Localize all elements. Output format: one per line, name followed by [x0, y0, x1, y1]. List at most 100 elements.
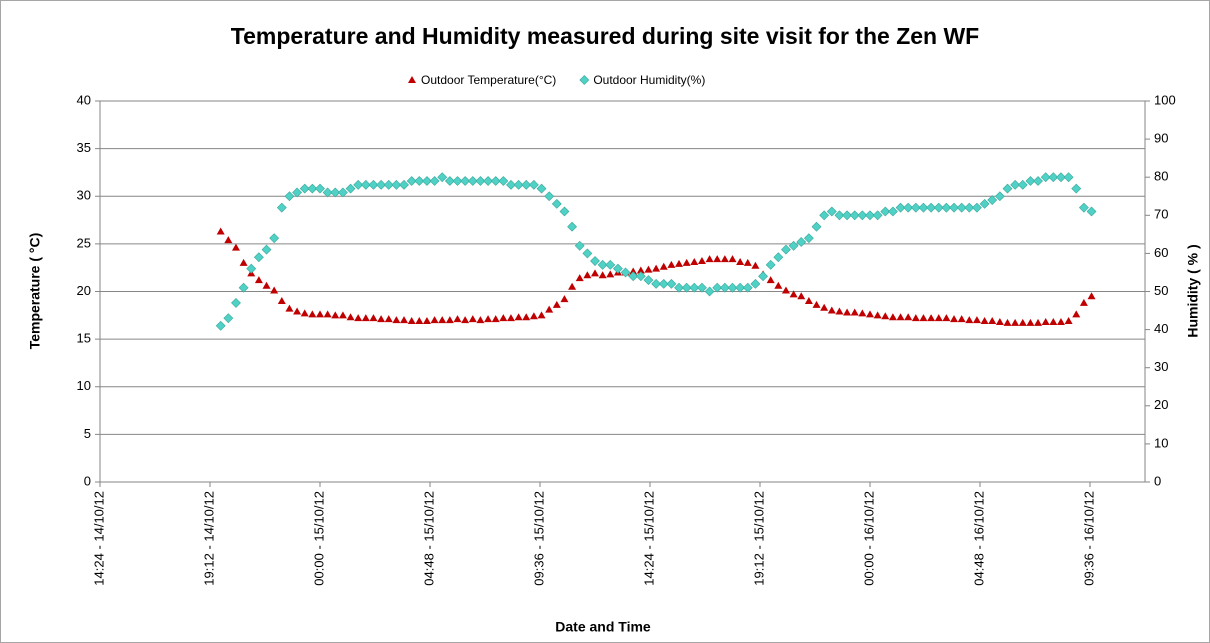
data-point	[1010, 179, 1021, 190]
data-point	[429, 176, 440, 186]
data-point	[407, 317, 416, 325]
data-point	[713, 255, 722, 263]
data-point	[719, 282, 730, 293]
data-point	[284, 191, 295, 202]
data-point	[887, 206, 898, 217]
data-point	[1049, 317, 1058, 325]
y-axis-title: Temperature ( °C)	[27, 233, 43, 350]
data-point	[942, 314, 951, 322]
data-point	[483, 176, 493, 186]
data-point	[934, 314, 943, 322]
data-point	[1017, 179, 1028, 190]
data-point	[437, 172, 448, 183]
y2-tick-label: 20	[1154, 397, 1168, 412]
data-point	[246, 263, 257, 274]
data-point	[490, 176, 501, 186]
data-point	[383, 179, 394, 190]
y-tick-label: 30	[77, 188, 91, 203]
data-point	[414, 176, 425, 186]
data-point	[866, 310, 874, 318]
data-point	[276, 202, 287, 213]
x-axis-title: Date and Time	[555, 619, 651, 635]
data-point	[736, 257, 745, 265]
data-point	[590, 256, 600, 266]
y-tick-label: 10	[77, 378, 91, 393]
data-point	[1056, 317, 1065, 325]
data-point	[316, 310, 324, 318]
y2-tick-label: 10	[1154, 435, 1168, 450]
data-point	[253, 252, 264, 263]
y2-tick-label: 30	[1154, 359, 1168, 374]
data-point	[957, 315, 966, 323]
data-point	[216, 227, 225, 235]
data-point	[766, 276, 775, 284]
data-point	[254, 276, 263, 284]
data-point	[842, 210, 853, 221]
data-point	[941, 202, 952, 213]
chart-title: Temperature and Humidity measured during…	[231, 23, 979, 49]
data-point	[338, 311, 347, 319]
y2-tick-label: 90	[1154, 131, 1168, 146]
y-tick-label: 40	[77, 92, 91, 107]
data-point	[988, 317, 997, 325]
x-tick-label: 14:24 - 14/10/12	[91, 491, 106, 586]
data-point	[949, 202, 959, 213]
data-point	[803, 233, 814, 244]
data-point	[551, 198, 562, 209]
data-point	[689, 282, 700, 293]
data-point	[651, 278, 662, 289]
data-point	[1086, 206, 1097, 217]
data-point	[384, 315, 393, 323]
data-point	[789, 290, 798, 298]
x-tick-label: 09:36 - 16/10/12	[1081, 491, 1096, 586]
data-point	[1040, 172, 1051, 183]
data-point	[652, 264, 661, 272]
data-point	[644, 265, 653, 273]
data-point	[346, 313, 355, 321]
data-point	[911, 314, 920, 322]
x-tick-label: 00:00 - 16/10/12	[861, 491, 876, 586]
data-point	[522, 313, 531, 321]
data-point	[950, 315, 959, 323]
y2-tick-label: 80	[1154, 169, 1168, 184]
y2-tick-label: 60	[1154, 245, 1168, 260]
data-point	[575, 274, 584, 282]
data-point	[904, 313, 913, 321]
data-point	[697, 282, 707, 293]
data-point	[285, 304, 294, 312]
data-point	[629, 267, 638, 275]
data-point	[1072, 310, 1081, 318]
x-tick-label: 09:36 - 15/10/12	[531, 491, 546, 586]
data-point	[675, 259, 684, 267]
data-point	[360, 179, 371, 190]
data-point	[330, 187, 341, 198]
data-point	[1079, 298, 1088, 306]
data-point	[1063, 172, 1074, 183]
data-point	[506, 179, 516, 190]
data-point	[1048, 172, 1059, 183]
data-point	[727, 282, 738, 293]
data-point	[536, 183, 547, 194]
data-point	[231, 298, 241, 308]
y2-tick-label: 0	[1154, 473, 1161, 488]
data-point	[819, 210, 830, 221]
data-point	[1002, 183, 1013, 194]
data-point	[292, 187, 303, 198]
data-point	[369, 314, 378, 322]
y2-tick-label: 40	[1154, 321, 1168, 336]
data-point	[331, 311, 340, 319]
data-point	[529, 312, 538, 320]
data-point	[1078, 202, 1089, 213]
data-point	[1064, 317, 1073, 325]
data-point	[704, 286, 715, 297]
data-point	[438, 316, 447, 324]
data-point	[658, 278, 669, 289]
data-point	[307, 183, 318, 194]
y2-tick-label: 50	[1154, 283, 1168, 298]
data-point	[933, 202, 944, 213]
x-tick-label: 19:12 - 14/10/12	[201, 491, 216, 586]
data-point	[750, 278, 761, 289]
legend-marker	[579, 75, 590, 85]
